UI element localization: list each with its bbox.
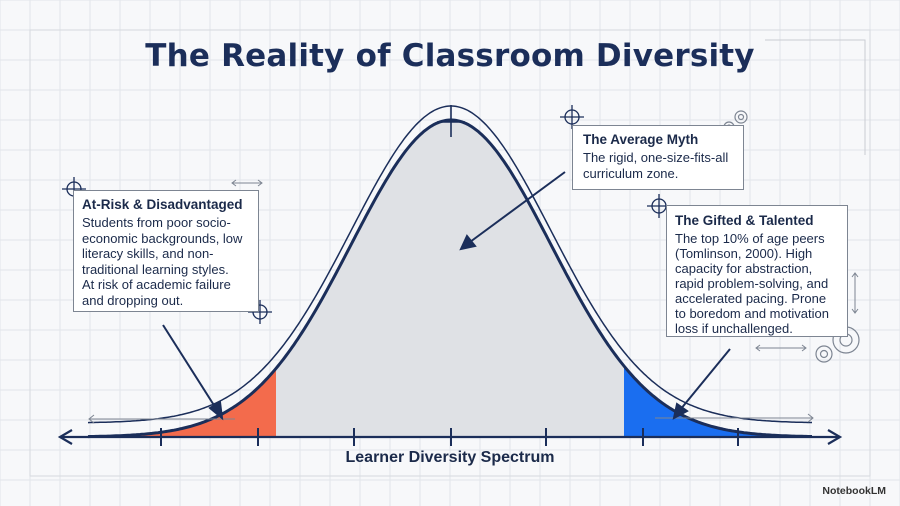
callout-line: Students from poor socio-: [82, 215, 231, 230]
callout-line: The top 10% of age peers: [675, 231, 825, 246]
callout-average: The Average Myth The rigid, one-size-fit…: [572, 125, 744, 190]
x-axis-label: Learner Diversity Spectrum: [345, 449, 555, 466]
callout-heading: At-Risk & Disadvantaged: [82, 197, 243, 212]
callout-body: The top 10% of age peers (Tomlinson, 200…: [675, 231, 839, 336]
callout-line: The rigid, one-size-fits-all: [583, 150, 729, 165]
callout-line: (Tomlinson, 2000). High: [675, 246, 813, 261]
callout-heading: The Gifted & Talented: [675, 213, 814, 228]
callout-heading: The Average Myth: [583, 132, 699, 147]
callout-line: to boredom and motivation: [675, 306, 829, 321]
axis-arrow-left: [57, 429, 73, 445]
corner-arrow: [765, 39, 866, 155]
callout-line: literacy skills, and non-: [82, 246, 214, 261]
callout-line: economic backgrounds, low: [82, 230, 243, 246]
callout-line: loss if unchallenged.: [675, 321, 793, 336]
curve-outline: [87, 105, 812, 424]
callout-body: The rigid, one-size-fits-all curriculum …: [583, 150, 733, 181]
pointer-arrow-gifted: [672, 348, 731, 420]
frame-border: [29, 29, 871, 477]
pointer-arrow-at-risk: [162, 324, 224, 421]
callout-line: rapid problem-solving, and: [675, 276, 829, 291]
callout-line: accelerated pacing. Prone: [675, 291, 827, 306]
at-risk-region: [88, 368, 276, 437]
callout-gifted: The Gifted & Talented The top 10% of age…: [666, 205, 848, 337]
branding-label: NotebookLM: [822, 485, 886, 497]
callout-line: At risk of academic failure: [82, 277, 231, 292]
pointer-arrow-average: [459, 171, 566, 251]
callout-at-risk: At-Risk & Disadvantaged Students from po…: [73, 190, 259, 312]
callout-line: and dropping out.: [82, 292, 184, 308]
callout-line: capacity for abstraction,: [675, 261, 813, 276]
dimension-arrow: [755, 344, 807, 352]
crosshair-icon: [248, 300, 272, 324]
dimension-arrow: [655, 413, 814, 423]
dimension-arrow: [231, 179, 263, 187]
dimension-arrow: [88, 414, 235, 424]
distribution-curve: [87, 118, 812, 439]
average-region: [276, 120, 624, 437]
axis-ticks: [160, 428, 739, 446]
callout-line: curriculum zone.: [583, 165, 679, 181]
page-title: The Reality of Classroom Diversity: [145, 38, 755, 74]
gifted-region: [624, 366, 812, 437]
dimension-arrow: [851, 272, 859, 314]
callout-body: Students from poor socio- economic backg…: [82, 215, 250, 308]
axis-arrow-right: [827, 429, 843, 445]
callout-line: traditional learning styles.: [82, 261, 229, 277]
